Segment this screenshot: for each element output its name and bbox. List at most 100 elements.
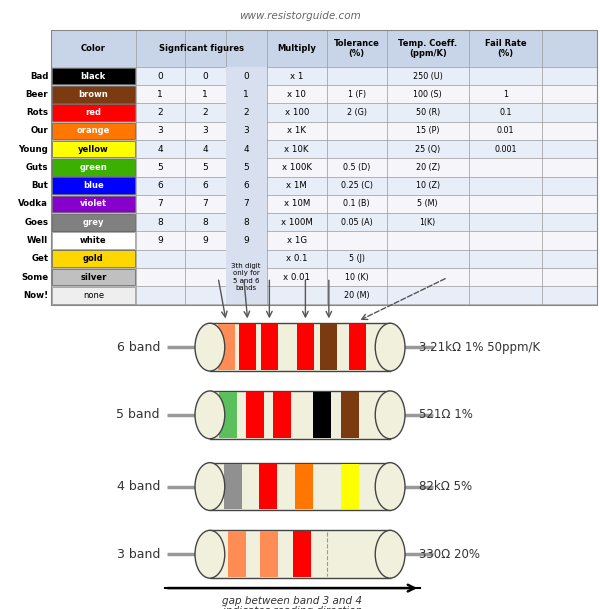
Text: x 10K: x 10K	[284, 145, 309, 153]
Text: 3: 3	[244, 127, 249, 135]
Text: x 100M: x 100M	[281, 218, 313, 227]
Text: white: white	[80, 236, 107, 245]
Text: 0.1: 0.1	[499, 108, 512, 117]
Text: none: none	[83, 291, 104, 300]
Text: 521Ω 1%: 521Ω 1%	[419, 409, 473, 421]
Text: x 10: x 10	[287, 90, 306, 99]
Text: grey: grey	[83, 218, 104, 227]
Bar	[52, 159, 134, 176]
Bar	[52, 177, 134, 194]
Text: 100 (S): 100 (S)	[413, 90, 442, 99]
Text: 250 (U): 250 (U)	[413, 72, 443, 80]
Text: x 10M: x 10M	[284, 200, 310, 208]
Text: 25 (Q): 25 (Q)	[415, 145, 440, 153]
Text: 8: 8	[244, 218, 249, 227]
Bar	[226, 250, 266, 304]
Text: 9: 9	[244, 236, 249, 245]
Bar	[259, 463, 277, 510]
Bar	[297, 324, 314, 370]
Text: 50 (R): 50 (R)	[416, 108, 440, 117]
Bar	[52, 86, 134, 103]
Text: Temp. Coeff.
(ppm/K): Temp. Coeff. (ppm/K)	[398, 39, 457, 58]
Text: www.resistorguide.com: www.resistorguide.com	[239, 11, 361, 21]
Ellipse shape	[375, 323, 405, 371]
Ellipse shape	[195, 391, 225, 438]
Text: 5: 5	[244, 163, 249, 172]
Bar	[52, 214, 134, 231]
Text: 5: 5	[157, 163, 163, 172]
Text: 3th digit
only for
5 and 6
bands: 3th digit only for 5 and 6 bands	[232, 263, 261, 291]
Text: 1: 1	[157, 90, 163, 99]
Bar	[52, 141, 134, 158]
Text: 15 (P): 15 (P)	[416, 127, 439, 135]
Text: Young: Young	[19, 145, 48, 153]
Text: silver: silver	[80, 273, 107, 281]
Text: 9: 9	[157, 236, 163, 245]
Bar	[52, 287, 134, 304]
Bar	[260, 531, 278, 577]
Text: Vodka: Vodka	[19, 200, 48, 208]
Text: 2: 2	[157, 108, 163, 117]
Text: Get: Get	[31, 255, 48, 263]
Bar	[261, 324, 278, 370]
Text: x 0.1: x 0.1	[286, 255, 307, 263]
Text: 2: 2	[244, 108, 249, 117]
Bar	[246, 392, 264, 438]
Bar	[226, 231, 266, 250]
Bar	[226, 195, 266, 213]
Bar	[136, 177, 597, 195]
Text: 330Ω 20%: 330Ω 20%	[419, 547, 480, 561]
Bar	[51, 30, 597, 67]
Text: brown: brown	[79, 90, 108, 99]
Text: x 0.01: x 0.01	[283, 273, 310, 281]
Text: 3 band: 3 band	[116, 547, 160, 561]
Bar	[210, 530, 390, 578]
Bar	[341, 392, 359, 438]
Bar	[136, 140, 597, 158]
Text: 4: 4	[202, 145, 208, 153]
Text: 1: 1	[244, 90, 249, 99]
Text: Some: Some	[21, 273, 48, 281]
Text: 20 (Z): 20 (Z)	[416, 163, 440, 172]
Text: 1 (F): 1 (F)	[347, 90, 366, 99]
Bar	[52, 122, 134, 139]
Text: 3: 3	[157, 127, 163, 135]
Text: 0.01: 0.01	[497, 127, 514, 135]
Bar	[210, 463, 390, 510]
Bar	[295, 463, 313, 510]
Bar	[52, 68, 134, 85]
Text: 6: 6	[202, 181, 208, 190]
Text: Bad: Bad	[30, 72, 48, 80]
Text: 0: 0	[202, 72, 208, 80]
Text: x 1K: x 1K	[287, 127, 306, 135]
Text: 6: 6	[157, 181, 163, 190]
Ellipse shape	[195, 530, 225, 578]
Text: x 1G: x 1G	[287, 236, 307, 245]
Text: 5: 5	[202, 163, 208, 172]
Text: Multiply: Multiply	[277, 44, 316, 53]
Ellipse shape	[375, 391, 405, 438]
Text: 6: 6	[244, 181, 249, 190]
Text: 10 (K): 10 (K)	[345, 273, 368, 281]
Ellipse shape	[195, 463, 225, 510]
Bar	[226, 67, 266, 85]
Bar	[226, 213, 266, 231]
Text: x 100K: x 100K	[282, 163, 312, 172]
Text: black: black	[80, 72, 106, 80]
Text: Signficant figures: Signficant figures	[158, 44, 244, 53]
Text: Well: Well	[27, 236, 48, 245]
Text: violet: violet	[80, 200, 107, 208]
Ellipse shape	[195, 323, 225, 371]
Bar	[224, 463, 242, 510]
Text: 0.1 (B): 0.1 (B)	[343, 200, 370, 208]
Text: gap between band 3 and 4: gap between band 3 and 4	[223, 596, 362, 606]
Bar	[136, 67, 597, 85]
Bar	[136, 250, 597, 268]
Text: 3: 3	[202, 127, 208, 135]
Bar	[136, 158, 597, 177]
Text: 3.21kΩ 1% 50ppm/K: 3.21kΩ 1% 50ppm/K	[419, 340, 540, 354]
Bar	[52, 232, 134, 249]
Text: orange: orange	[77, 127, 110, 135]
Text: 0: 0	[157, 72, 163, 80]
Text: 4 band: 4 band	[116, 480, 160, 493]
